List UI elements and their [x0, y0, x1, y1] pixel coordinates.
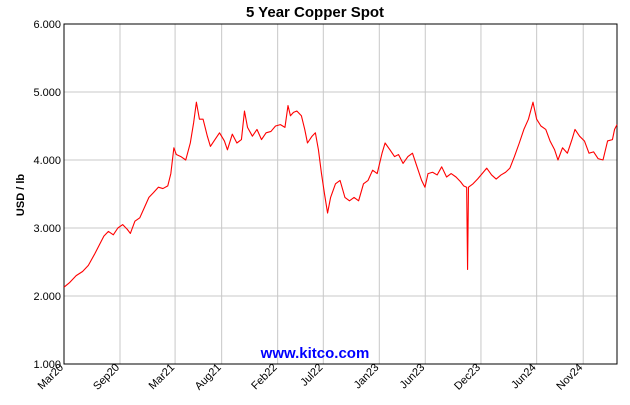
- y-tick-label: 5.000: [33, 87, 61, 99]
- x-tick-label: Jun24: [509, 362, 539, 392]
- series-layer: [63, 101, 618, 288]
- x-tick-label: Jul22: [298, 362, 325, 389]
- x-ticks: Mar20 Sep20 Mar21 Aug21 Feb22 Jul22 Jan23 Jun23…: [36, 362, 586, 393]
- y-tick-label: 3.000: [33, 223, 61, 235]
- x-tick-label: Feb22: [249, 362, 280, 393]
- y-ticks: 1.000 2.000 3.000 4.000 5.000 6.000: [33, 19, 61, 371]
- chart-title: 5 Year Copper Spot: [246, 4, 384, 21]
- plot-frame: [63, 23, 618, 365]
- x-tick-label: Aug21: [193, 362, 224, 393]
- y-tick-label: 1.000: [33, 359, 61, 371]
- y-tick-label: 4.000: [33, 155, 61, 167]
- y-tick-label: 6.000: [33, 19, 61, 31]
- x-tick-label: Jun23: [398, 362, 428, 392]
- y-axis-label: USD / lb: [15, 174, 27, 216]
- copper-price-line: [63, 101, 618, 288]
- x-tick-label: Sep20: [91, 362, 122, 393]
- x-tick-label: Nov24: [554, 362, 585, 393]
- y-tick-label: 2.000: [33, 291, 61, 303]
- watermark: www.kitco.com: [260, 345, 370, 362]
- x-tick-label: Dec23: [452, 362, 483, 393]
- grid: [63, 23, 617, 365]
- x-tick-label: Jan23: [352, 362, 382, 392]
- x-tick-label: Mar21: [147, 362, 178, 393]
